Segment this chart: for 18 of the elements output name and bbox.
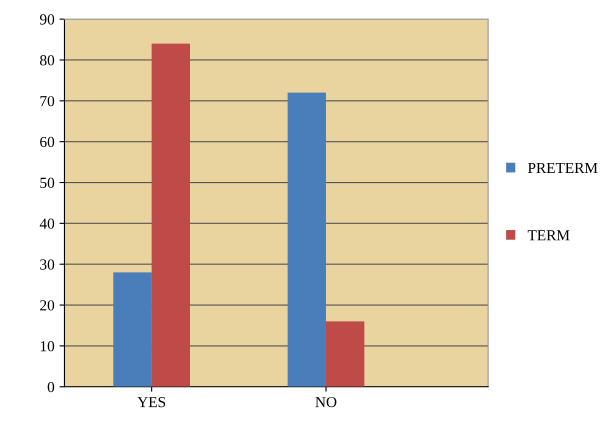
bar (113, 272, 152, 387)
y-tick-label: 0 (48, 382, 54, 392)
y-tick-label: 80 (40, 55, 54, 66)
y-tick-label: 40 (40, 218, 54, 229)
x-tick-label: YES (137, 396, 166, 408)
y-tick-label: 90 (40, 14, 54, 25)
y-tick-label: 50 (40, 178, 54, 188)
y-tick-label: 30 (40, 259, 54, 270)
bar (326, 321, 364, 387)
x-tick-label: NO (315, 396, 336, 408)
y-tick-label: 10 (40, 341, 54, 352)
y-tick-label: 60 (40, 136, 54, 148)
y-tick-label: 70 (40, 96, 54, 106)
y-tick-label: 20 (40, 300, 54, 311)
legend-label: TERM (528, 230, 570, 240)
bar (288, 92, 326, 387)
bar (152, 44, 190, 387)
legend-label: PRETERM (528, 162, 598, 173)
